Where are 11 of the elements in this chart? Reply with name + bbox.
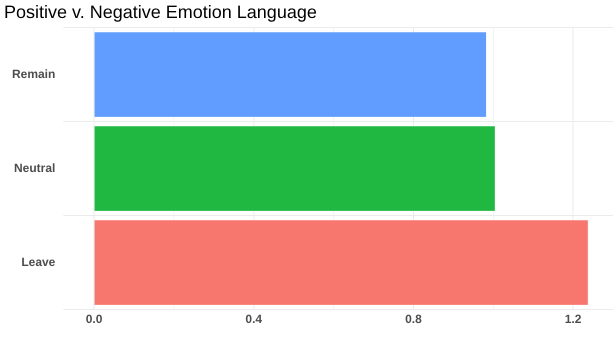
x-tick-label: 1.2 [564,312,582,326]
y-tick-label: Remain [12,66,56,81]
y-tick-label: Neutral [14,160,56,175]
bar [94,126,495,211]
y-tick-label: Leave [21,254,56,269]
chart-title: Positive v. Negative Emotion Language [4,2,317,22]
x-tick-label: 0.8 [405,312,422,326]
bar [94,32,486,117]
x-tick-label: 0.4 [245,312,262,326]
x-tick-label: 0.0 [86,312,103,326]
bar [94,220,588,305]
